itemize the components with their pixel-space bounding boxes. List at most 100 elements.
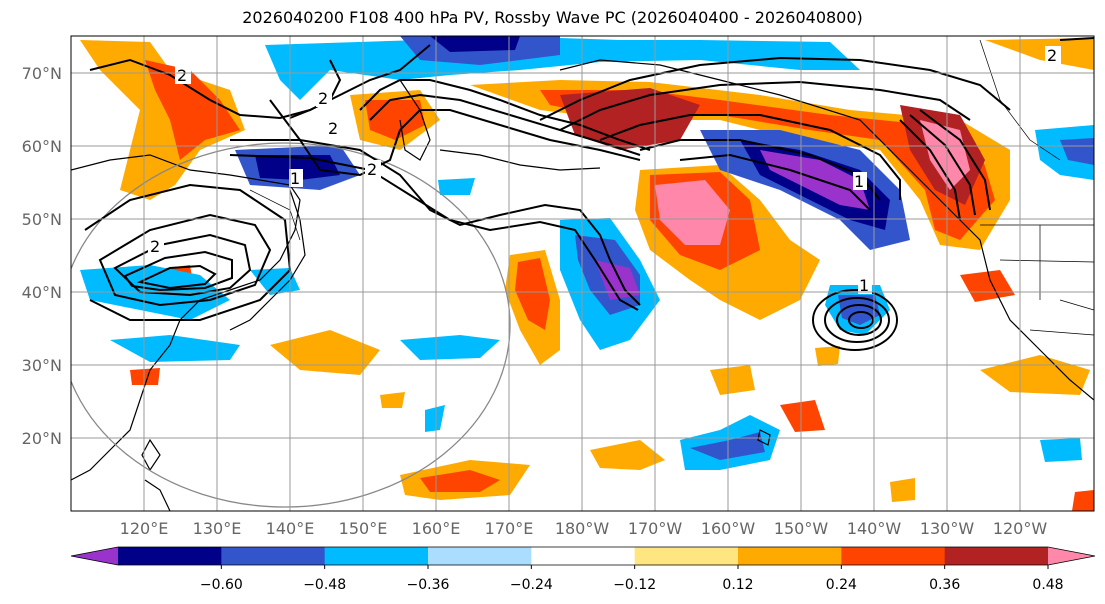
- coastline-philippines: [144, 479, 171, 511]
- contour-label: 2: [177, 66, 187, 85]
- map-title: 2026040200 F108 400 hPa PV, Rossby Wave …: [242, 8, 863, 27]
- contour-label: 1: [859, 276, 869, 295]
- contour-line: [84, 183, 292, 321]
- contour-line: [359, 79, 651, 151]
- colorbar-extend-high: [1048, 547, 1095, 565]
- anomaly-blob: [655, 180, 730, 245]
- contour-line: [136, 264, 217, 290]
- contour-line: [369, 93, 641, 156]
- contour-line: [919, 109, 991, 211]
- anomaly-blob: [130, 368, 160, 385]
- anomaly-blob: [760, 150, 870, 210]
- anomaly-blob: [425, 405, 445, 432]
- contour-line: [1059, 37, 1094, 41]
- anomaly-blob: [420, 470, 500, 492]
- contour-line: [229, 154, 639, 311]
- colorbar-tick-label: −0.12: [613, 577, 656, 593]
- contour-label-bg: [148, 237, 164, 255]
- anomaly-blob: [110, 335, 240, 362]
- coastline-alaska: [559, 59, 1094, 401]
- anomaly-blob: [815, 346, 840, 366]
- anomaly-blob: [438, 178, 475, 195]
- anomaly-blob: [780, 400, 825, 432]
- gray-circle: [71, 142, 511, 508]
- gridlines: [71, 36, 1094, 511]
- anomaly-blob: [265, 38, 860, 100]
- pv-positive-anomalies: [80, 38, 1094, 511]
- colorbar-segment: [738, 547, 842, 565]
- anomaly-blob: [145, 60, 240, 160]
- contour-line: [230, 139, 641, 306]
- lat-label: 50°N: [22, 210, 62, 229]
- contour-line: [679, 153, 871, 211]
- contour-labels: 2 2 2 2 2 1 1 1 2: [148, 46, 1061, 295]
- colorbar-tick-label: −0.60: [200, 577, 243, 593]
- anomaly-blob: [1060, 138, 1094, 165]
- contour-line: [89, 44, 431, 120]
- map-content: 2 2 2 2 2 1 1 1 2: [71, 36, 1094, 511]
- lon-label: 120°E: [120, 519, 169, 538]
- contour-line: [539, 56, 1011, 121]
- contour-label-bg: [326, 119, 342, 137]
- anomaly-blob: [1040, 438, 1082, 462]
- colorbar-tick-label: −0.36: [407, 577, 450, 593]
- coastline-hawaii: [757, 429, 771, 446]
- contour-line: [848, 311, 874, 329]
- lon-label: 130°W: [920, 519, 975, 538]
- anomaly-blob: [400, 335, 500, 360]
- coastline-asia: [71, 154, 301, 481]
- contour-line: [812, 289, 898, 351]
- contour-label: 1: [854, 172, 864, 191]
- longitude-labels: 120°E 130°E 140°E 150°E 160°E 170°E 180°…: [120, 519, 1048, 538]
- anomaly-blob: [80, 40, 245, 200]
- contour-line: [909, 114, 976, 216]
- lat-label: 70°N: [22, 64, 62, 83]
- contour-label-bg: [289, 169, 303, 187]
- contour-label: 2: [367, 160, 377, 179]
- anomaly-blob: [1072, 490, 1094, 511]
- contour-line: [836, 304, 882, 336]
- contour-line: [113, 233, 252, 297]
- colorbar-tick-label: 0.36: [929, 577, 960, 593]
- lon-label: 130°E: [193, 519, 242, 538]
- colorbar-tick-label: 0.12: [722, 577, 753, 593]
- lat-label: 40°N: [22, 283, 62, 302]
- colorbar-segment: [221, 547, 326, 565]
- anomaly-blob: [960, 270, 1015, 302]
- contour-label-bg: [365, 160, 381, 178]
- anomaly-blob: [595, 260, 640, 300]
- colorbar-segment: [324, 547, 429, 565]
- lat-label: 60°N: [22, 137, 62, 156]
- colorbar-segment: [531, 547, 636, 565]
- border-line: [979, 39, 1061, 161]
- anomaly-blob: [540, 90, 995, 240]
- lon-label: 180°W: [555, 519, 610, 538]
- anomaly-blob: [890, 478, 915, 502]
- anomaly-blob: [270, 330, 380, 375]
- contour-line: [899, 119, 961, 221]
- contour-label: 2: [1047, 46, 1057, 65]
- contour-line: [123, 250, 233, 292]
- lon-label: 150°E: [339, 519, 388, 538]
- lat-label: 30°N: [22, 356, 62, 375]
- colorbar-tick-label: −0.24: [510, 577, 553, 593]
- contour-line: [269, 99, 401, 177]
- contour-line: [559, 80, 971, 131]
- coastline-aleutians: [439, 149, 601, 171]
- anomaly-blob: [1035, 125, 1094, 180]
- coastline-kamchatka: [399, 79, 431, 161]
- colorbar-tick-label: −0.48: [303, 577, 346, 593]
- contour-label-bg: [1045, 46, 1061, 64]
- contour-line: [824, 297, 890, 343]
- anomaly-blob: [710, 365, 755, 395]
- lon-label: 170°E: [485, 519, 534, 538]
- anomaly-blob: [560, 88, 700, 150]
- anomaly-blob: [590, 440, 665, 470]
- lon-label: 160°E: [412, 519, 461, 538]
- contour-label: 1: [290, 169, 300, 188]
- anomaly-blob: [380, 392, 405, 408]
- latitude-labels: 70°N 60°N 50°N 40°N 30°N 20°N: [22, 64, 62, 448]
- contour-label: 2: [328, 119, 338, 138]
- contour-line: [399, 109, 641, 161]
- lon-label: 120°W: [993, 519, 1048, 538]
